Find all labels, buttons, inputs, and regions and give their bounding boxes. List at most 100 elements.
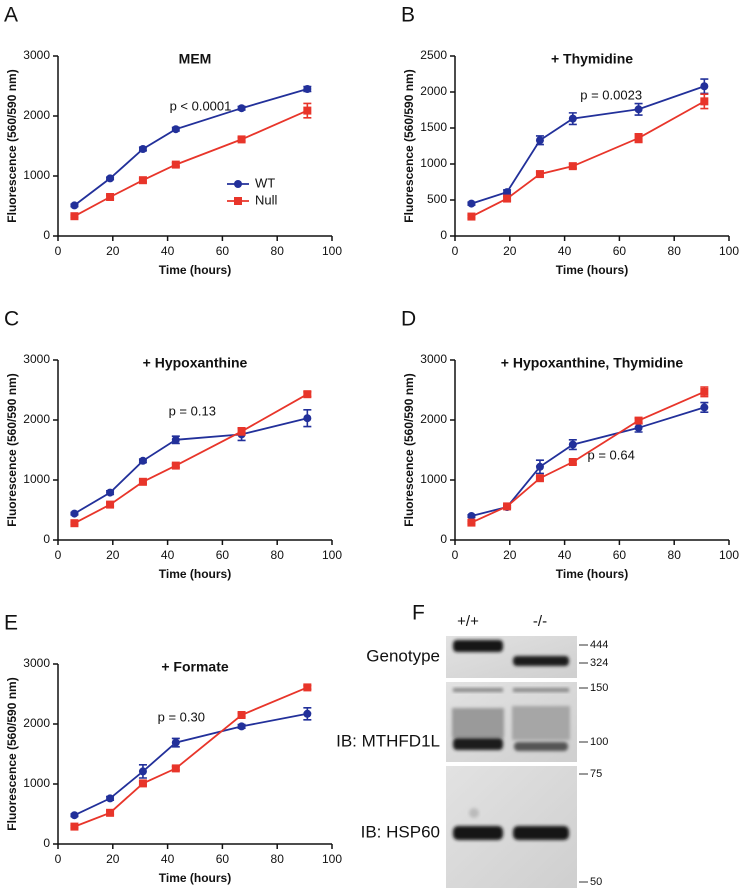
- point: [700, 97, 709, 106]
- annotation: p = 0.0023: [580, 87, 642, 102]
- point: [106, 794, 115, 803]
- y-tick-label: 1000: [23, 168, 50, 182]
- marker-label: 75: [590, 768, 602, 780]
- point: [535, 170, 544, 179]
- band: [453, 826, 503, 840]
- x-axis-label: Time (hours): [159, 871, 231, 885]
- x-tick-label: 0: [55, 244, 62, 258]
- y-axis-label: Fluorescence (560/590 nm): [402, 69, 416, 222]
- x-tick-label: 40: [558, 548, 572, 562]
- x-axis-label: Time (hours): [159, 567, 231, 581]
- point: [237, 104, 246, 113]
- series-line: [74, 712, 308, 817]
- y-axis-label: Fluorescence (560/590 nm): [5, 677, 19, 830]
- point: [535, 462, 544, 471]
- y-tick-label: 2000: [23, 716, 50, 730]
- y-tick-label: 3000: [23, 48, 50, 62]
- x-tick-label: 60: [613, 548, 627, 562]
- x-tick-label: 0: [55, 548, 62, 562]
- marker-label: 324: [590, 657, 608, 669]
- x-tick-label: 60: [216, 244, 230, 258]
- legend-marker: [234, 180, 242, 188]
- chart-title: + Hypoxanthine, Thymidine: [501, 355, 684, 371]
- x-tick-label: 100: [719, 244, 739, 258]
- x-tick-label: 60: [216, 852, 230, 866]
- point: [503, 502, 512, 511]
- x-tick-label: 20: [503, 548, 517, 562]
- x-tick-label: 0: [55, 852, 62, 866]
- y-tick-label: 0: [440, 228, 447, 242]
- point: [303, 106, 312, 115]
- y-axis-label: Fluorescence (560/590 nm): [5, 373, 19, 526]
- x-tick-label: 100: [322, 548, 342, 562]
- band: [513, 826, 569, 840]
- series-line: [73, 417, 308, 515]
- lane-label: -/-: [533, 613, 547, 630]
- series-line: [74, 686, 308, 828]
- annotation: p < 0.0001: [170, 98, 232, 113]
- band: [453, 738, 503, 750]
- y-tick-label: 0: [440, 532, 447, 546]
- point: [237, 711, 246, 719]
- legend-label: Null: [255, 192, 278, 207]
- band: [514, 742, 568, 751]
- x-tick-label: 100: [322, 244, 342, 258]
- point: [467, 212, 476, 221]
- marker-label: 50: [590, 876, 602, 888]
- series-line: [73, 88, 308, 207]
- point: [171, 435, 180, 444]
- legend-marker: [234, 197, 242, 205]
- x-tick-label: 60: [216, 548, 230, 562]
- point: [303, 683, 312, 692]
- point: [535, 474, 544, 483]
- band: [453, 640, 503, 652]
- y-tick-label: 500: [427, 192, 447, 206]
- point: [503, 188, 512, 197]
- y-tick-label: 1500: [420, 120, 447, 134]
- y-tick-label: 1000: [23, 472, 50, 486]
- point: [70, 212, 79, 221]
- blot-label: Genotype: [366, 646, 440, 665]
- y-tick-label: 2000: [420, 412, 447, 426]
- series-line: [471, 85, 705, 205]
- point: [138, 456, 147, 465]
- panel-letter: D: [401, 308, 416, 331]
- chart-title: + Thymidine: [551, 51, 633, 67]
- point: [138, 779, 147, 788]
- point: [138, 145, 147, 153]
- chart: B + Thymidine 0 500 1000 1500 2000 2500 0 20 40 60 8…: [401, 4, 739, 278]
- series-line: [74, 393, 308, 524]
- y-tick-label: 0: [43, 532, 50, 546]
- point: [70, 822, 79, 831]
- point: [303, 85, 312, 93]
- point: [70, 509, 79, 518]
- y-tick-label: 3000: [420, 352, 447, 366]
- point: [303, 414, 312, 423]
- chart: C + Hypoxanthine 0 1000 2000 3000 0 20 40 60 80 100…: [4, 308, 342, 582]
- point: [568, 162, 577, 171]
- point: [171, 764, 180, 773]
- marker-label: 444: [590, 639, 608, 651]
- legend-label: WT: [255, 175, 275, 190]
- panel-letter: B: [401, 4, 415, 27]
- blot-label: IB: HSP60: [361, 822, 440, 841]
- point: [467, 512, 476, 520]
- band: [513, 656, 569, 666]
- x-tick-label: 40: [558, 244, 572, 258]
- marker-label: 100: [590, 736, 608, 748]
- chart-title: MEM: [179, 51, 212, 67]
- y-tick-label: 1000: [23, 776, 50, 790]
- panel-f: F +/+ -/- Genotype 444 324 IB: MTHFD1L 150 10…: [336, 602, 608, 888]
- panel-letter: E: [4, 612, 18, 635]
- point: [106, 500, 115, 509]
- x-tick-label: 40: [161, 852, 175, 866]
- x-tick-label: 20: [106, 852, 120, 866]
- x-tick-label: 60: [613, 244, 627, 258]
- panel-letter: C: [4, 308, 19, 331]
- point: [138, 176, 147, 185]
- point: [237, 427, 246, 436]
- point: [700, 403, 709, 412]
- y-axis-label: Fluorescence (560/590 nm): [402, 373, 416, 526]
- band: [452, 708, 504, 738]
- point: [503, 194, 512, 203]
